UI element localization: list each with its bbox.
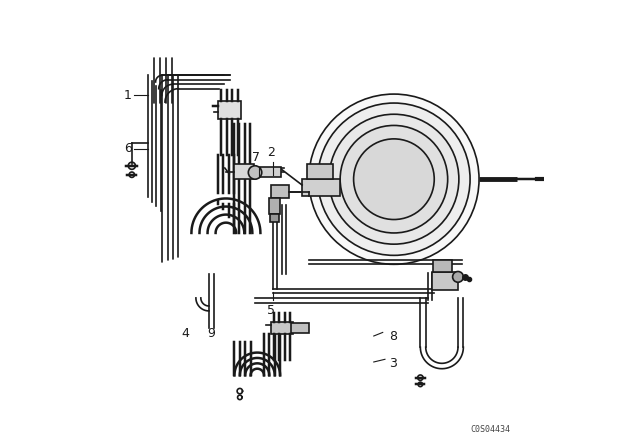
Circle shape [329,114,459,244]
Text: 1: 1 [124,89,132,102]
Bar [291,323,309,333]
Text: 9: 9 [207,327,216,340]
Bar [260,167,282,177]
Bar [271,323,292,333]
Text: 2: 2 [267,146,275,159]
Bar [270,214,279,222]
Bar [432,272,458,290]
Circle shape [452,271,463,282]
Circle shape [354,139,435,220]
Circle shape [248,166,262,179]
Bar [271,185,289,198]
Text: 4: 4 [182,327,189,340]
Text: 6: 6 [124,142,132,155]
Circle shape [317,103,470,255]
Text: 7: 7 [252,151,260,164]
Bar [234,164,254,179]
Bar [269,198,280,214]
Bar [433,260,452,272]
Text: 8: 8 [389,330,397,344]
Text: 5: 5 [267,304,275,317]
Circle shape [340,125,448,233]
Bar [307,164,333,179]
Text: C0S04434: C0S04434 [470,425,510,434]
Circle shape [308,94,479,264]
Bar [218,101,241,119]
Text: 3: 3 [389,357,397,370]
Bar [302,179,340,196]
